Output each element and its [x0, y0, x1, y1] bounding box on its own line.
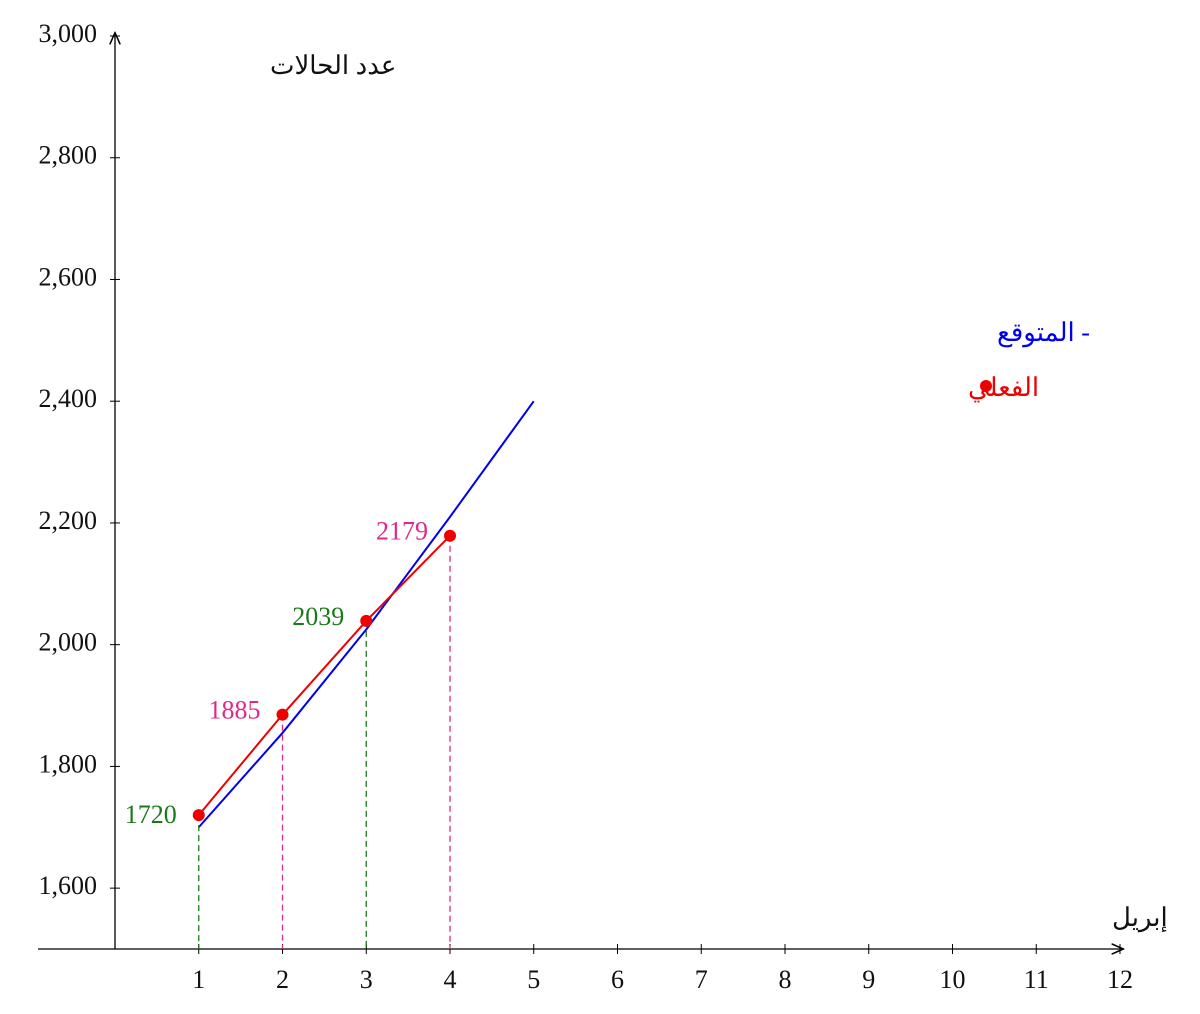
- legend-label: الفعلي: [968, 373, 1039, 402]
- y-tick-label: 3,000: [39, 19, 98, 48]
- x-tick-label: 4: [444, 965, 457, 994]
- value-label: 1720: [125, 800, 177, 829]
- x-tick-label: 7: [695, 965, 708, 994]
- x-tick-label: 8: [779, 965, 792, 994]
- value-label: 1885: [209, 696, 261, 725]
- series-line: [198, 400, 535, 828]
- y-tick-label: 2,000: [39, 628, 98, 657]
- legend-marker: [980, 380, 992, 392]
- point: [444, 529, 456, 542]
- y-tick-label: 2,400: [39, 384, 98, 413]
- point: [192, 809, 205, 822]
- y-tick-label: 2,600: [39, 262, 98, 291]
- series-line: [197, 535, 451, 816]
- x-axis-label: إبريل: [1112, 903, 1168, 933]
- x-tick-label: 3: [360, 965, 373, 994]
- value-label: 2179: [376, 517, 428, 546]
- legend-label: - المتوقع: [997, 318, 1090, 348]
- point: [276, 708, 289, 721]
- x-tick-label: 6: [611, 965, 624, 994]
- y-tick-label: 2,200: [39, 506, 98, 535]
- y-tick-label: 2,800: [39, 141, 98, 170]
- x-tick-label: 11: [1024, 965, 1049, 994]
- y-tick-label: 1,800: [39, 749, 98, 778]
- value-label: 2039: [292, 602, 344, 631]
- x-tick-label: 9: [862, 965, 875, 994]
- x-tick-label: 1: [192, 965, 205, 994]
- y-axis-label: عدد الحالات: [270, 51, 396, 80]
- point: [360, 614, 373, 627]
- x-tick-label: 5: [527, 965, 540, 994]
- y-tick-label: 1,600: [39, 871, 98, 900]
- x-tick-label: 12: [1107, 965, 1133, 994]
- x-tick-label: 2: [276, 965, 289, 994]
- x-tick-label: 10: [940, 965, 966, 994]
